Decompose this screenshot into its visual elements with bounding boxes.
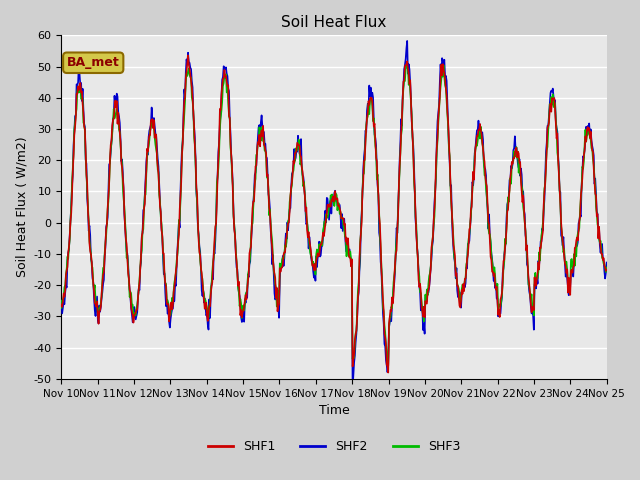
- Line: SHF1: SHF1: [61, 55, 607, 372]
- SHF1: [179, 141, 187, 146]
- SHF2: [349, 386, 356, 392]
- SHF1: [402, 62, 410, 68]
- SHF1: [58, 302, 65, 308]
- SHF2: [179, 138, 187, 144]
- SHF3: [124, 252, 131, 258]
- SHF1: [418, 305, 426, 311]
- SHF1: [67, 210, 75, 216]
- SHF3: [417, 290, 425, 296]
- SHF2: [208, 281, 216, 287]
- SHF3: [603, 264, 611, 270]
- SHF2: [403, 38, 411, 44]
- SHF1: [385, 370, 392, 375]
- SHF3: [401, 78, 409, 84]
- SHF2: [418, 303, 426, 309]
- SHF3: [179, 135, 187, 141]
- SHF2: [603, 260, 611, 265]
- SHF3: [385, 363, 392, 369]
- SHF3: [440, 62, 447, 68]
- X-axis label: Time: Time: [319, 404, 349, 417]
- SHF1: [603, 267, 611, 273]
- Line: SHF2: SHF2: [61, 41, 607, 389]
- Title: Soil Heat Flux: Soil Heat Flux: [282, 15, 387, 30]
- SHF1: [209, 279, 216, 285]
- SHF2: [124, 251, 131, 257]
- SHF3: [67, 203, 75, 209]
- SHF1: [184, 52, 192, 58]
- Line: SHF3: SHF3: [61, 65, 607, 366]
- SHF2: [58, 298, 65, 303]
- Text: BA_met: BA_met: [67, 56, 120, 69]
- SHF3: [58, 305, 65, 311]
- SHF3: [208, 282, 216, 288]
- Legend: SHF1, SHF2, SHF3: SHF1, SHF2, SHF3: [203, 435, 465, 458]
- SHF1: [124, 255, 131, 261]
- Y-axis label: Soil Heat Flux ( W/m2): Soil Heat Flux ( W/m2): [15, 137, 28, 277]
- SHF2: [67, 202, 75, 208]
- SHF2: [401, 62, 409, 68]
